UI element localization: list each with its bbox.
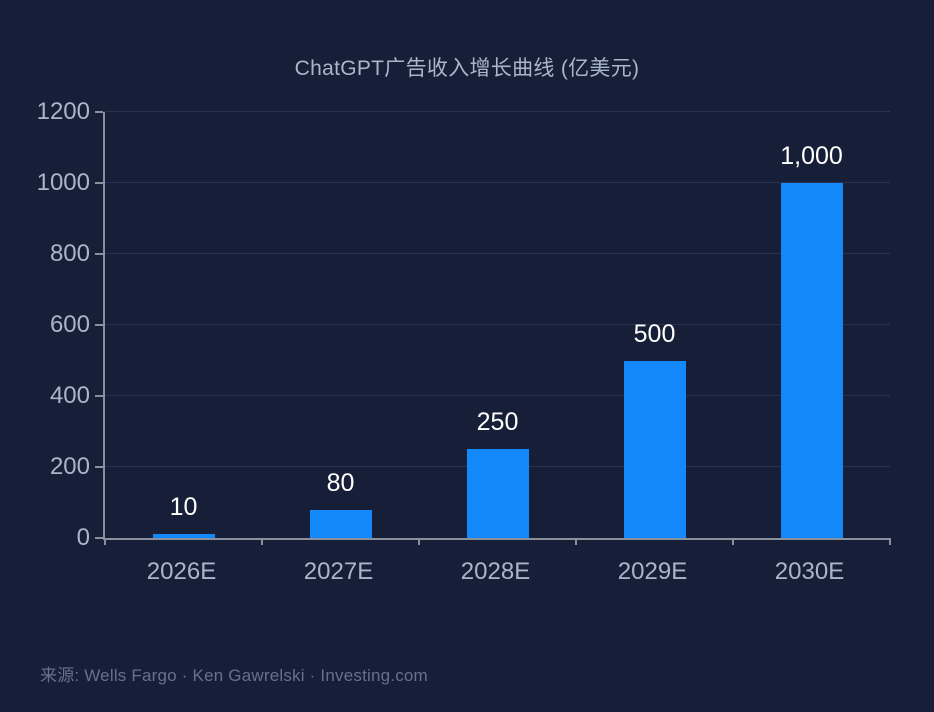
y-axis-tick [95,395,103,397]
gridline [105,111,890,112]
y-axis-label: 600 [49,311,90,338]
gridline [105,253,890,254]
plot-area: 10 80 250 500 1,000 [95,111,891,545]
chart-title: ChatGPT广告收入增长曲线 (亿美元) [294,57,640,80]
y-axis-tick [95,466,103,468]
source-caption: 来源: Wells Fargo · Ken Gawrelski · Invest… [40,666,428,685]
bar [623,360,686,538]
x-axis-label: 2028E [460,558,531,585]
x-axis-label: 2030E [774,558,845,585]
y-axis: 0 200 400 600 800 1000 1200 [0,99,90,551]
y-axis-label: 400 [49,382,90,409]
gridline [105,395,890,396]
x-axis-tick [261,538,263,545]
y-axis-tick [95,111,103,113]
y-axis-label: 0 [76,524,90,551]
bar-value-label: 80 [326,468,355,497]
bar [780,183,843,538]
y-axis-label: 200 [49,453,90,480]
x-axis-tick [732,538,734,545]
y-axis-label: 1000 [36,169,90,196]
y-axis-tick [95,182,103,184]
x-axis-tick [104,538,106,545]
x-axis-tick [575,538,577,545]
y-axis-label: 1200 [36,98,90,125]
y-axis-tick [95,537,103,539]
y-axis-label: 800 [49,240,90,267]
bar-value-label: 250 [476,408,519,437]
bar-value-label: 10 [169,493,198,522]
y-axis-tick [95,324,103,326]
x-axis: 2026E 2027E 2028E 2029E 2030E [103,558,888,590]
bar-value-label: 500 [633,319,676,348]
gridline [105,182,890,183]
x-axis-label: 2029E [617,558,688,585]
bar [309,509,372,538]
x-axis-label: 2027E [303,558,374,585]
y-axis-tick [95,253,103,255]
x-axis-label: 2026E [146,558,217,585]
gridline [105,324,890,325]
bar-value-label: 1,000 [780,142,843,170]
x-axis-tick [418,538,420,545]
bar [466,449,529,538]
x-axis-tick [889,538,891,545]
bar [152,534,215,538]
